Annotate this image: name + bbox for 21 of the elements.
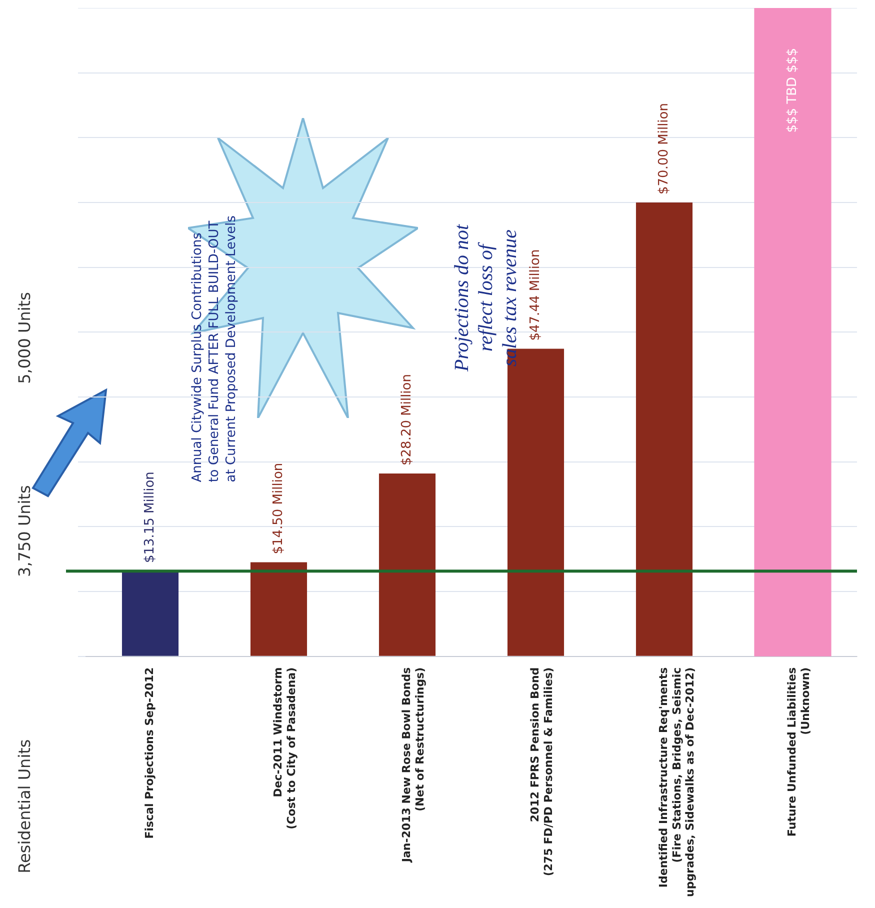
text: 5,000 Units [15,292,34,384]
data-label: $14.50 Million [271,462,286,554]
x-tick-label: Dec-2011 Windstorm (Cost to City of Pasadena) [272,667,298,830]
bar [636,202,693,656]
annotation: Annual Citywide Surplus Contributions to General Fund AFTER FULL BUILD-OUT at Current Proposed Development Levels [190,215,239,482]
data-label: $28.20 Million [400,374,415,466]
bar [122,571,179,656]
data-label: $13.15 Million [142,472,158,564]
bar [378,473,436,656]
bar [250,562,308,656]
data-label: $47.44 Million [528,249,544,341]
x-tick-label: Fiscal Projections Sep-2012 [143,667,156,839]
text: 3,750 Units [15,485,34,577]
text: Residential Units [15,739,34,874]
x-tick-label: Jan-2013 New Rose Bowl Bonds (Net of Restructurings) [400,666,426,864]
x-tick-label: 2012 FPRS Pension Bond (275 FD/PD Personnel & Families) [528,667,555,876]
annotation: Projections do not reflect loss of sales tax revenue [450,224,521,373]
band-label: $$$ TBD $$$ [785,48,800,133]
x-tick-label: Identified Infrastructure Req'ments (Fire Stations, Bridges, Seismic upgrades, Sidewalks as of Dec-2012) [657,666,697,898]
data-label: $70.00 Million [656,103,672,194]
x-tick-label: Future Unfunded Liabilities (Unknown) [786,666,812,837]
